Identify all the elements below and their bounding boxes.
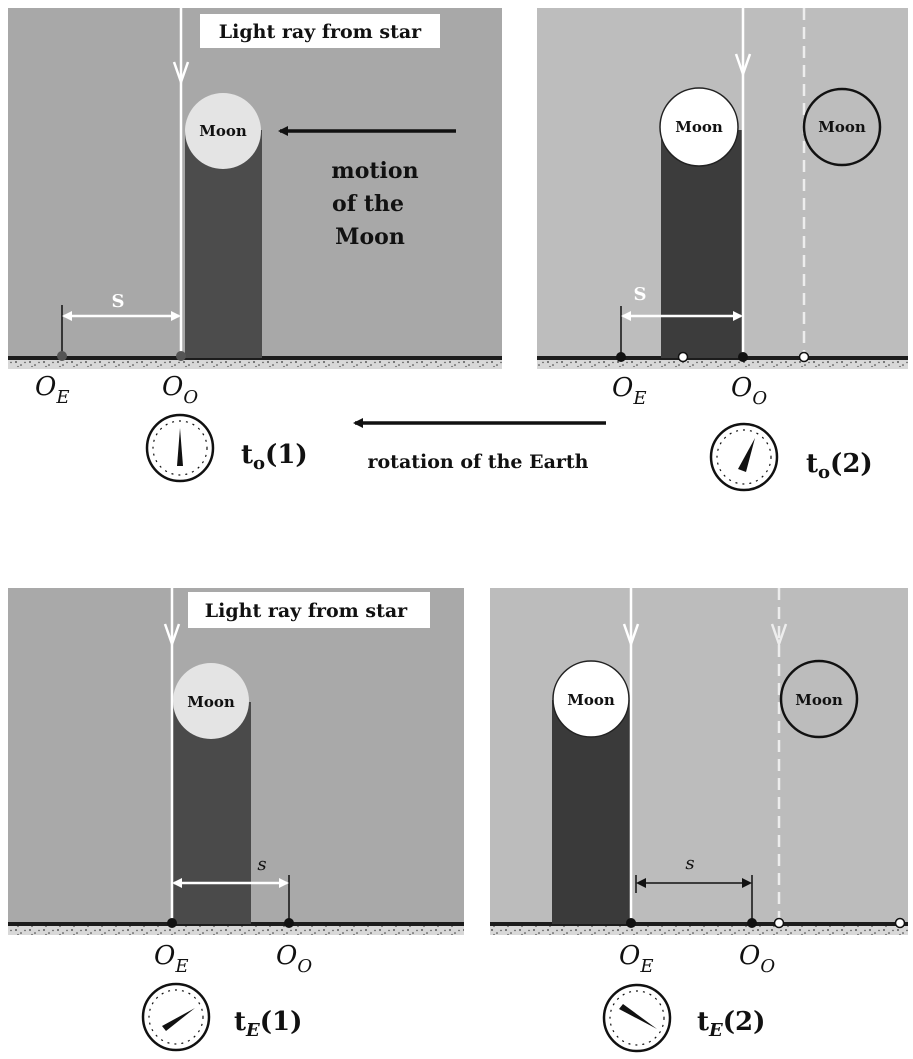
motion-label-3: Moon: [335, 224, 405, 250]
observer-e-label: OE: [612, 373, 646, 409]
observer-o-earlier-dot: [798, 351, 810, 363]
light-ray-earlier-arrowhead: [770, 623, 788, 648]
distance-label: S: [634, 284, 647, 305]
moon-earlier-label: Moon: [795, 691, 843, 709]
time-label-te1: tE(1): [234, 1007, 302, 1041]
light-ray-label: Light ray from star: [219, 21, 422, 43]
observer-o-earlier-dot: [894, 917, 906, 929]
ground-texture: [8, 926, 464, 935]
moon: [659, 87, 739, 167]
moon-label: Moon: [567, 691, 615, 709]
light-ray-arrowhead: [172, 61, 190, 86]
observer-o-sub: O: [183, 387, 198, 408]
observer-e-dot: [626, 918, 636, 928]
light-ray-label-box: [188, 592, 430, 628]
ground-texture: [537, 360, 908, 369]
moon: [173, 663, 249, 739]
observer-e-label: OE: [35, 372, 69, 408]
moon-earlier-position: [779, 659, 859, 739]
time-label-te2: tE(2): [697, 1007, 765, 1041]
observer-o-label: OO: [276, 941, 312, 977]
observer-o-label: OO: [162, 372, 198, 408]
time-label-to2: to(2): [806, 449, 873, 483]
light-ray-label: Light ray from star: [205, 600, 408, 622]
light-ray-arrowhead: [163, 623, 181, 648]
moon: [185, 93, 261, 169]
distance-label: S: [112, 291, 125, 312]
clock-to1-icon: [145, 413, 215, 483]
observer-e-earlier-dot: [773, 917, 785, 929]
earth-rotation-label: rotation of the Earth: [367, 451, 588, 473]
observer-o-dot: [284, 918, 294, 928]
light-ray-arrowhead: [734, 53, 752, 78]
panel-bottom-right: Moon Moon s: [490, 588, 908, 935]
clock-te2-icon: [602, 983, 672, 1053]
clock-te1-icon: [141, 982, 211, 1052]
ground-line: [490, 922, 908, 926]
panel-top-left: Light ray from star Moon motion of the M…: [8, 8, 502, 369]
light-ray-arrowhead: [622, 623, 640, 648]
moon: [552, 660, 630, 738]
observer-e-label: OE: [619, 941, 653, 977]
observer-e-label: OE: [154, 941, 188, 977]
observer-e-dot: [616, 352, 626, 362]
moon-earlier-position: [802, 87, 882, 167]
observer-e-dot: [167, 918, 177, 928]
observer-e-dot: [57, 351, 67, 361]
observer-o-dot: [176, 351, 186, 361]
ground-texture: [490, 926, 908, 935]
panel-bottom-left: Light ray from star Moon s: [8, 588, 464, 935]
moon-label: Moon: [187, 693, 235, 711]
observer-o-dot: [738, 352, 748, 362]
observer-o-dot: [747, 918, 757, 928]
panel-top-right: Moon Moon S: [537, 8, 908, 369]
light-ray-label-box: [200, 14, 440, 48]
moon-label: Moon: [199, 122, 247, 140]
observer-o-main: O: [162, 372, 183, 402]
motion-label-1: motion: [331, 158, 418, 184]
moon-earlier-label: Moon: [818, 118, 866, 136]
clock-to2-icon: [709, 422, 779, 492]
observer-e-earlier-dot: [677, 351, 689, 363]
observer-e-main: O: [35, 372, 56, 402]
distance-label: s: [257, 854, 266, 875]
distance-label: s: [685, 853, 694, 874]
time-label-to1: to(1): [241, 440, 308, 474]
moon-label: Moon: [675, 118, 723, 136]
observer-o-label: OO: [739, 941, 775, 977]
ground-texture: [8, 360, 502, 369]
motion-label-2: of the: [332, 191, 404, 217]
observer-o-label: OO: [731, 373, 767, 409]
observer-e-sub: E: [55, 387, 69, 408]
